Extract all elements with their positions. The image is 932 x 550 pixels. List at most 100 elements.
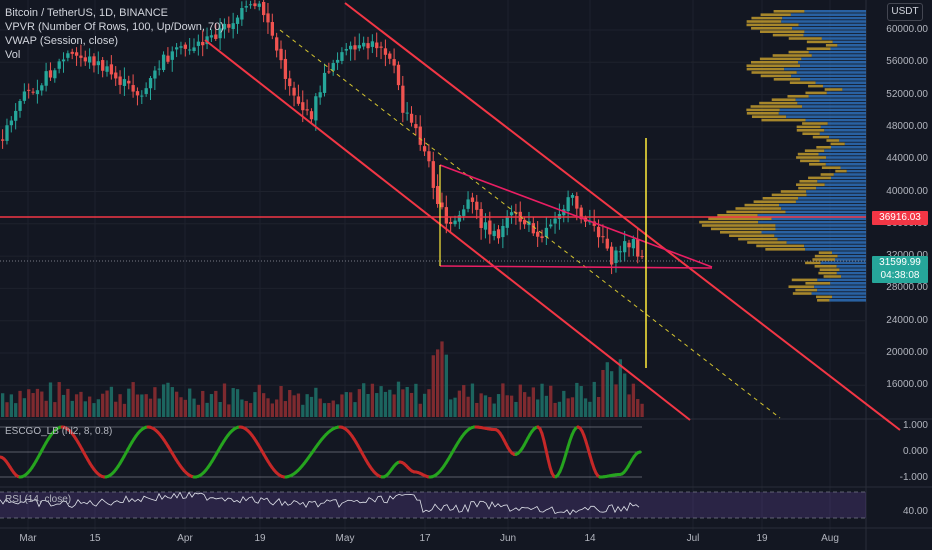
candle-body <box>88 56 92 63</box>
vpvr-bar-down <box>746 67 785 71</box>
volume-bar <box>92 403 96 417</box>
volume-bar <box>566 398 570 417</box>
vpvr-bar-up <box>839 139 866 142</box>
vpvr-bar-up <box>804 10 866 13</box>
vpvr-bar-up <box>816 186 866 190</box>
candle-body <box>449 221 453 225</box>
vpvr-bar-down <box>796 156 827 159</box>
volume-bar <box>275 399 279 417</box>
candle-body <box>240 8 244 20</box>
vpvr-bar-down <box>791 278 818 282</box>
rsi-line <box>0 491 640 516</box>
volume-bar <box>414 383 418 417</box>
vpvr-bar-up <box>844 142 866 146</box>
candle-body <box>605 238 609 249</box>
rsi-band <box>0 492 866 518</box>
candle-body <box>418 126 422 145</box>
volume-bar <box>270 403 274 417</box>
candle-body <box>270 22 274 36</box>
vpvr-bar-up <box>820 125 866 129</box>
candle-body <box>57 61 61 69</box>
candle-body <box>196 41 201 46</box>
time-tick-label: 19 <box>756 533 768 544</box>
candle-body <box>48 70 53 78</box>
vpvr-bar-up <box>779 108 866 112</box>
rsi-label[interactable]: RSI (14, close) <box>5 494 72 505</box>
candle-body <box>283 58 288 79</box>
candle-body <box>27 89 31 91</box>
candle-body <box>636 239 640 257</box>
price-tick-label: 48000.00 <box>886 120 928 132</box>
vpvr-bar-down <box>746 108 780 112</box>
candle-body <box>114 72 118 79</box>
vpvr-bar-up <box>758 220 866 224</box>
candle-body <box>288 78 292 87</box>
vpvr-bar-up <box>804 30 866 33</box>
candle-body <box>509 212 514 216</box>
candle-body <box>388 53 392 59</box>
vpvr-bar-up <box>797 101 866 105</box>
vpvr-bar-down <box>772 33 804 37</box>
volume-bar <box>231 388 235 417</box>
candle-body <box>83 57 87 62</box>
vpvr-bar-down <box>751 27 793 30</box>
price-tick-label: 16000.00 <box>886 379 928 391</box>
vpvr-bar-up <box>792 27 866 30</box>
volume-bar <box>488 397 492 417</box>
candle-body <box>453 220 457 225</box>
vpvr-bar-up <box>834 258 866 261</box>
volume-bar <box>305 394 309 417</box>
vpvr-bar-down <box>701 224 776 227</box>
vpvr-bar-up <box>819 132 866 135</box>
vpvr-bar-up <box>775 224 866 227</box>
time-tick-label: Jul <box>686 533 700 544</box>
volume-bar <box>570 397 575 417</box>
currency-button[interactable]: USDT <box>887 3 923 21</box>
vpvr-bar-down <box>759 101 798 105</box>
oscillator-segment <box>542 439 548 452</box>
volume-bar <box>114 401 118 417</box>
time-tick-label: Mar <box>19 533 37 544</box>
candle-body <box>466 199 470 209</box>
vpvr-bar-up <box>814 285 866 288</box>
vpvr-bar-down <box>812 135 830 139</box>
vpvr-bar-down <box>802 132 820 135</box>
time-tick-label: May <box>335 533 355 544</box>
vpvr-bar-down <box>738 237 778 241</box>
vpvr-bar-up <box>778 112 866 115</box>
volume-bar <box>253 392 257 417</box>
volume-bar <box>379 386 383 417</box>
vpvr-bar-up <box>784 67 866 71</box>
oscillator-tick-label: 1.000 <box>902 420 928 431</box>
volume-bar <box>9 394 13 417</box>
volume-bar <box>610 371 614 417</box>
candle-body <box>40 85 44 91</box>
volume-bar <box>262 393 266 417</box>
volume-bar <box>449 399 453 417</box>
volume-bar <box>596 396 601 417</box>
volume-bar <box>353 402 357 417</box>
candle-body <box>396 64 401 86</box>
candle-body <box>314 96 318 121</box>
oscillator-tick-label: -1.000 <box>899 472 928 483</box>
channel-midline <box>279 29 781 419</box>
vpvr-bar-down <box>796 129 825 132</box>
vpvr-bar-down <box>825 44 838 47</box>
vpvr-bar-up <box>795 98 866 101</box>
volume-bar <box>35 388 40 417</box>
vpvr-bar-down <box>835 169 847 173</box>
vpvr-bar-down <box>796 183 825 186</box>
volume-bar <box>22 398 27 417</box>
vpvr-bar-up <box>825 163 866 166</box>
candle-body <box>140 95 144 97</box>
price-tick-label: 40000.00 <box>886 185 928 197</box>
price-tick-label: 32000.00 <box>886 250 928 261</box>
volume-bar <box>1 393 5 417</box>
oscillator-label[interactable]: ESCGO_LB (hl2, 8, 0.8) <box>5 426 113 437</box>
vpvr-bar-down <box>797 152 819 156</box>
vpvr-bar-up <box>786 115 866 118</box>
candle-body <box>379 46 383 48</box>
vpvr-bar-down <box>753 200 796 203</box>
volume-bar <box>579 386 583 417</box>
